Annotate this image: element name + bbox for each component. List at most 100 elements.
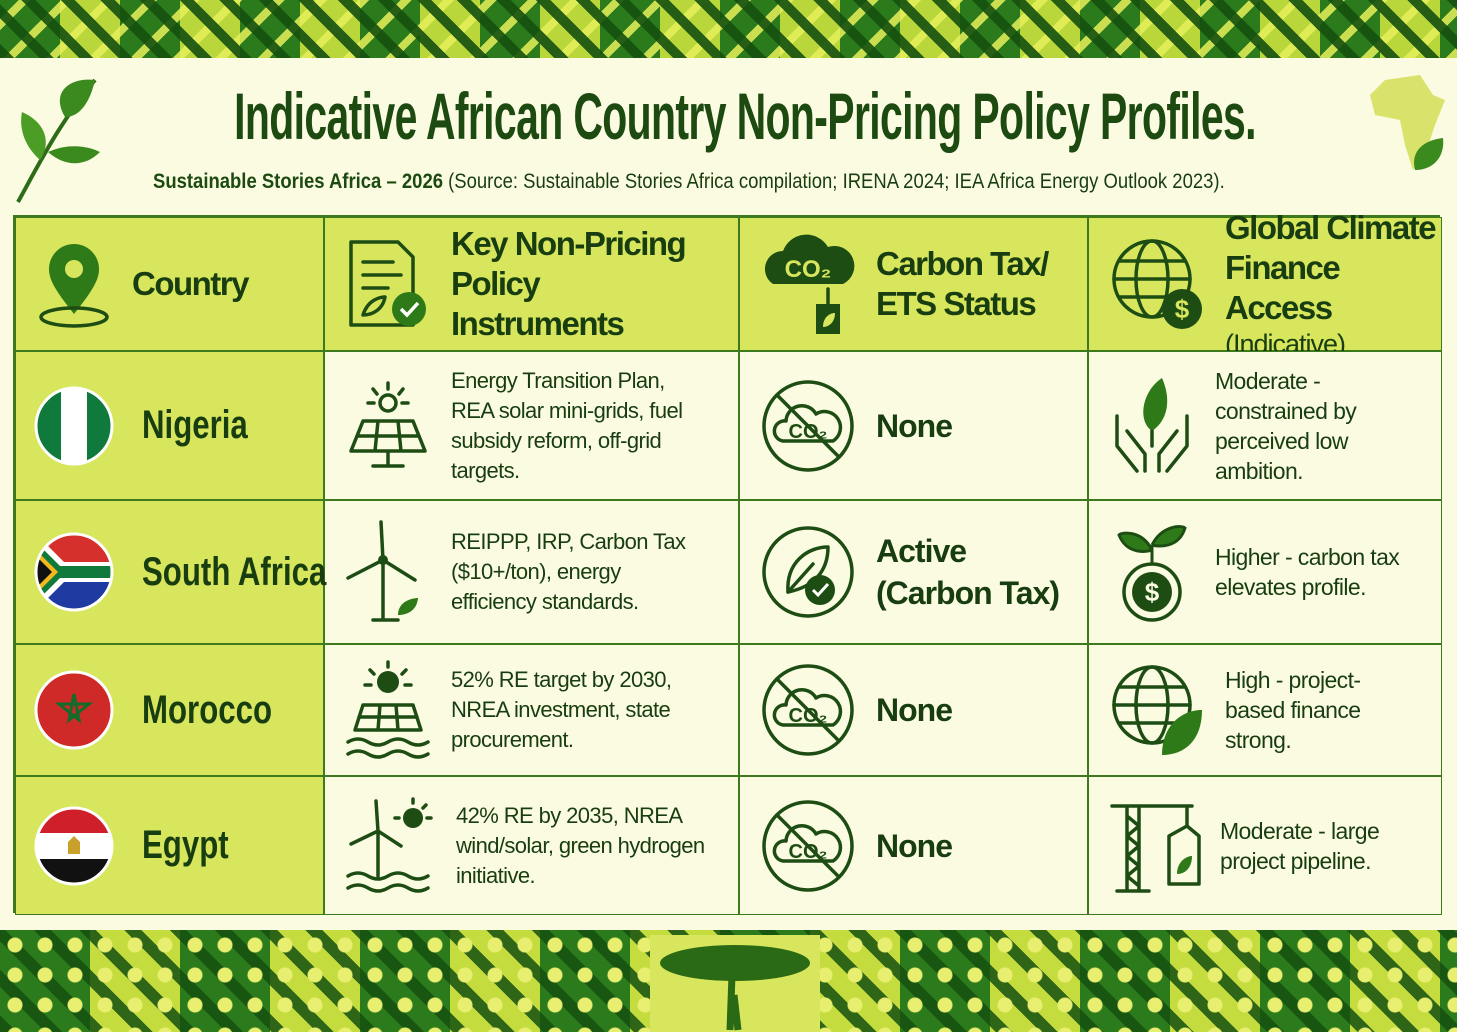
icon-part <box>361 259 403 290</box>
icon-part <box>48 146 100 164</box>
icon-part <box>346 519 417 622</box>
icon-part <box>772 403 843 443</box>
icon-part <box>1414 138 1444 170</box>
country-name: Egypt <box>142 823 229 867</box>
icon-part <box>762 379 854 472</box>
pattern-band <box>0 0 1457 58</box>
icon-part <box>346 737 430 759</box>
icon-part <box>378 392 398 413</box>
icon-part <box>54 693 94 724</box>
column-header-text: Global Climate Finance Access <box>1225 209 1437 326</box>
icon-part <box>762 799 854 892</box>
icon-part <box>786 562 815 594</box>
policy-instruments: 42% RE by 2035, NREA wind/solar, green h… <box>456 802 705 888</box>
column-header-text: Key Non-Pricing Policy Instruments <box>451 225 687 342</box>
icon-part <box>776 813 840 878</box>
flag <box>34 806 114 885</box>
carbon-tax-status: Active (Carbon Tax) <box>876 533 1060 611</box>
finance-access: Moderate - large project pipeline. <box>1220 817 1380 874</box>
icon-part <box>1112 685 1192 725</box>
flag <box>34 386 114 465</box>
icon-part <box>1177 855 1192 874</box>
icon <box>346 660 430 759</box>
icon: $ <box>1112 239 1202 329</box>
country-name: Morocco <box>142 687 273 732</box>
icon-part <box>349 239 415 327</box>
icon-part <box>1162 289 1202 329</box>
icon <box>349 380 427 468</box>
icon-part <box>1162 710 1202 755</box>
column-header-text: Country <box>132 265 250 302</box>
icon <box>346 519 418 622</box>
icon-part <box>363 660 413 687</box>
icon-part <box>811 582 830 598</box>
table-cell: CO₂ Carbon Tax/ ETS Status <box>739 217 1088 351</box>
table-cell: South Africa <box>15 500 327 644</box>
icon-part <box>1115 413 1189 473</box>
icon-part <box>393 796 433 820</box>
country-name: South Africa <box>142 549 327 594</box>
icon-part <box>361 294 387 317</box>
table-cell: CO₂ None <box>739 776 1088 915</box>
table-cell: Country <box>15 217 324 351</box>
icon-part <box>762 526 854 618</box>
carbon-tax-status: None <box>876 407 953 444</box>
table-cell: Egypt <box>15 776 324 915</box>
table-cell: Active (Carbon Tax) <box>739 500 1088 644</box>
icon-part <box>377 671 399 693</box>
table-cell: Key Non-Pricing Policy Instruments <box>324 217 739 351</box>
icon: CO₂ <box>764 234 855 334</box>
icon <box>762 526 854 618</box>
title: Indicative African Country Non-Pricing P… <box>234 79 1256 153</box>
finance-access: Moderate - constrained by perceived low … <box>1215 367 1357 484</box>
icon-part <box>403 807 423 828</box>
icon-part <box>366 380 410 405</box>
icon-part <box>36 540 112 604</box>
column-header: Key Non-Pricing Policy Instruments <box>451 224 701 344</box>
icon-part <box>823 313 835 327</box>
icon-part <box>36 534 112 610</box>
icon-part: $ <box>1175 294 1190 324</box>
icon-part <box>392 291 426 326</box>
icon-part <box>1132 571 1172 612</box>
icon-part <box>776 393 840 458</box>
icon: CO₂ <box>762 799 854 892</box>
icon-part <box>660 945 810 981</box>
icon-part <box>764 234 855 284</box>
policy-instruments: Energy Transition Plan, REA solar mini-g… <box>451 367 683 483</box>
policy-instruments: 52% RE target by 2030, NREA investment, … <box>451 667 672 752</box>
africa-decoration <box>1370 75 1445 170</box>
icon-part <box>1117 524 1187 565</box>
country-name: Nigeria <box>142 403 248 447</box>
icon-part <box>36 807 112 884</box>
flag <box>34 532 114 612</box>
finance-access: High - project-based finance strong. <box>1225 667 1361 753</box>
icon-part <box>21 112 46 160</box>
table-cell: CO₂ None <box>739 644 1088 776</box>
icon-part <box>34 806 114 885</box>
icon-part <box>399 301 420 318</box>
table-cell: Morocco <box>15 644 324 776</box>
icon-part <box>353 703 423 732</box>
icon-part <box>776 678 840 742</box>
icon <box>346 796 433 893</box>
icon-part <box>36 672 112 748</box>
leaf-decoration <box>16 78 100 203</box>
carbon-tax-status: None <box>876 827 953 864</box>
icon-part <box>772 688 843 727</box>
tree-decoration <box>650 935 820 1032</box>
icon <box>1112 665 1202 755</box>
icon-part <box>1122 561 1182 622</box>
icon-part <box>1167 823 1201 886</box>
icon: CO₂ <box>762 664 854 756</box>
table-cell: $ Higher - carbon tax elevates profile. <box>1088 500 1442 644</box>
table-cell: 42% RE by 2035, NREA wind/solar, green h… <box>324 776 739 915</box>
icon-part <box>805 575 835 605</box>
icon <box>349 239 426 327</box>
subtitle-brand: Sustainable Stories Africa – 2026 <box>153 170 444 193</box>
icon: CO₂ <box>762 379 854 472</box>
table-cell: Nigeria <box>15 351 324 500</box>
flag <box>34 670 114 750</box>
icon-part <box>34 670 114 750</box>
